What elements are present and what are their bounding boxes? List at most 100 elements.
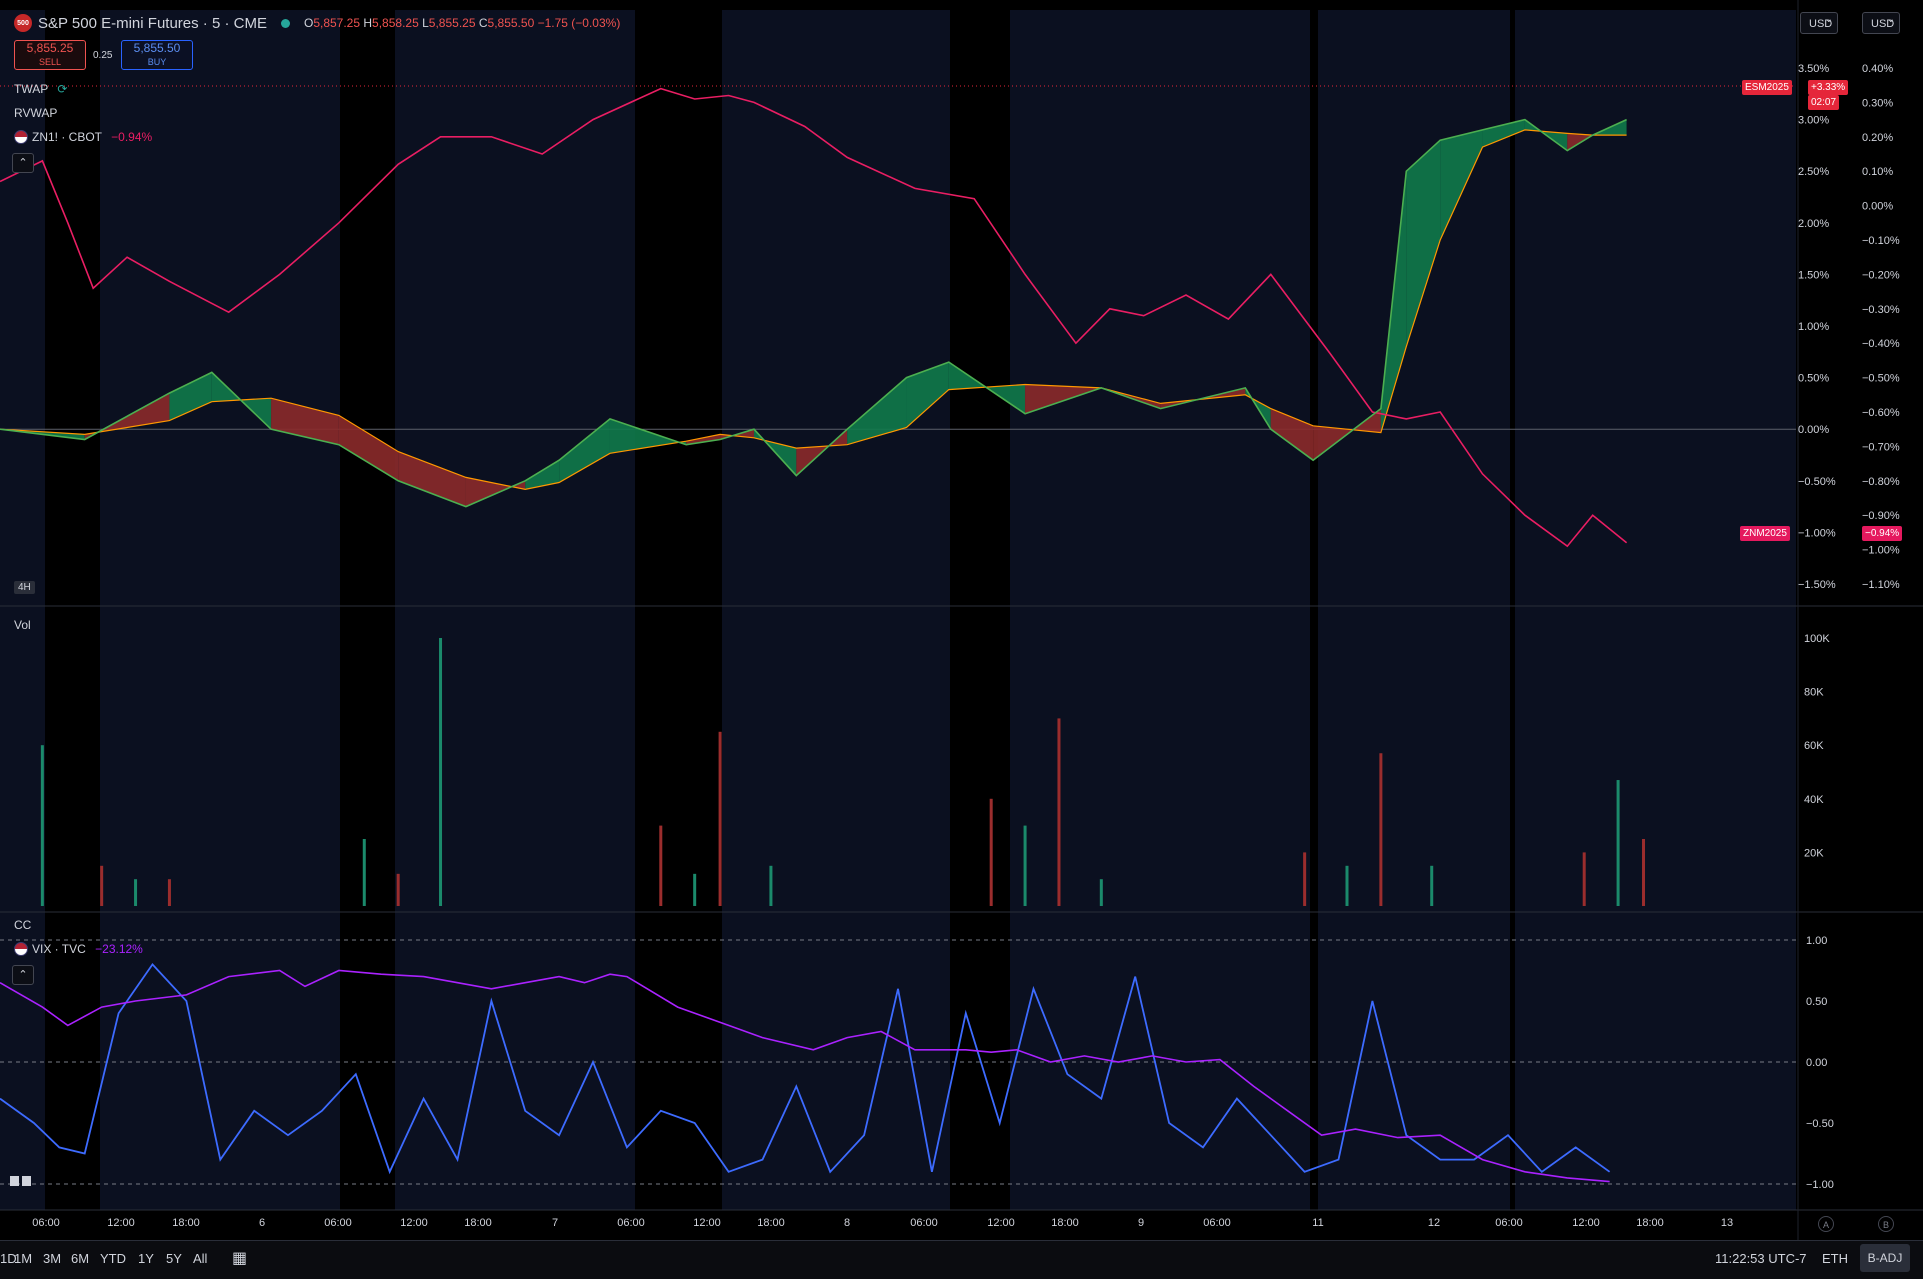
auto-scale-button[interactable]: A	[1818, 1216, 1834, 1232]
volume-bar-16	[1346, 866, 1349, 906]
y-right-tick-15: −1.10%	[1862, 579, 1900, 591]
x-tick-5: 12:00	[400, 1217, 428, 1229]
back-adjust-toggle[interactable]: B-ADJ	[1860, 1244, 1910, 1272]
vol-tick-0: 100K	[1804, 633, 1830, 645]
y-right-tick-0: 0.40%	[1862, 63, 1893, 75]
y-left-tick-4: 1.50%	[1798, 269, 1829, 281]
y-right-tick-9: −0.50%	[1862, 373, 1900, 385]
session-shade-6	[1515, 10, 1796, 1210]
volume-bar-18	[1430, 866, 1433, 906]
range-all[interactable]: All	[193, 1251, 207, 1266]
x-tick-16: 06:00	[1203, 1217, 1231, 1229]
y-left-tick-8: −0.50%	[1798, 476, 1836, 488]
timeframe-badge[interactable]: 4H	[14, 581, 35, 594]
x-tick-22: 13	[1721, 1217, 1733, 1229]
symbol-title[interactable]: S&P 500 E-mini Futures · 5 · CME	[38, 15, 267, 32]
range-1m[interactable]: 1M	[14, 1251, 32, 1266]
range-1y[interactable]: 1Y	[138, 1251, 154, 1266]
vix-compare-legend[interactable]: VIX · TVC −23.12%	[14, 942, 143, 956]
session-shade-1	[100, 10, 340, 1210]
chart-header: 500 S&P 500 E-mini Futures · 5 · CME O5,…	[14, 12, 620, 34]
x-tick-4: 06:00	[324, 1217, 352, 1229]
y-right-tick-14: −1.00%	[1862, 545, 1900, 557]
es-logo-icon: 500	[14, 14, 32, 32]
zn-compare-legend[interactable]: ZN1! · CBOT −0.94%	[14, 130, 152, 144]
cc-tick-0: 1.00	[1806, 935, 1827, 947]
x-tick-17: 11	[1312, 1217, 1323, 1229]
collapse-legend-button[interactable]: ⌃	[12, 153, 34, 173]
cc-tick-1: 0.50	[1806, 996, 1827, 1008]
volume-bar-1	[100, 866, 103, 906]
cc-legend[interactable]: CC	[14, 918, 31, 932]
cc-tick-2: 0.00	[1806, 1057, 1827, 1069]
date-range-calendar-icon[interactable]: ▦	[232, 1248, 247, 1268]
volume-bar-20	[1617, 780, 1620, 906]
session-toggle[interactable]: ETH	[1822, 1251, 1848, 1266]
bottom-toolbar: 1D 1M 3M 6M YTD 1Y 5Y All ▦ 11:22:53 UTC…	[0, 1240, 1923, 1279]
y-right-tick-13: −0.90%	[1862, 510, 1900, 522]
x-tick-0: 06:00	[32, 1217, 60, 1229]
y-right-tick-8: −0.40%	[1862, 338, 1900, 350]
volume-bar-13	[1057, 718, 1060, 906]
y-right-tick-12: −0.80%	[1862, 476, 1900, 488]
esm-symbol-badge: ESM2025	[1742, 80, 1792, 95]
spread-value: 0.25	[93, 50, 112, 61]
y-left-tick-1: 3.00%	[1798, 115, 1829, 127]
y-left-tick-0: 3.50%	[1798, 63, 1829, 75]
twap-indicator[interactable]: TWAP ⟳	[14, 82, 67, 96]
esm-pct-badge: +3.33%	[1808, 80, 1848, 95]
cc-tick-3: −0.50	[1806, 1118, 1834, 1130]
tv-logo-block	[10, 1176, 19, 1186]
session-shade-2	[395, 10, 635, 1210]
ohlc-values: O5,857.25 H5,858.25 L5,855.25 C5,855.50 …	[304, 16, 620, 30]
collapse-cc-legend-button[interactable]: ⌃	[12, 965, 34, 985]
vol-tick-4: 20K	[1804, 847, 1824, 859]
y-right-tick-4: 0.00%	[1862, 201, 1893, 213]
x-tick-11: 8	[844, 1217, 850, 1229]
range-5y[interactable]: 5Y	[166, 1251, 182, 1266]
range-6m[interactable]: 6M	[71, 1251, 89, 1266]
volume-bar-2	[134, 879, 137, 906]
y-right-tick-10: −0.60%	[1862, 407, 1900, 419]
range-3m[interactable]: 3M	[43, 1251, 61, 1266]
range-ytd[interactable]: YTD	[100, 1251, 126, 1266]
currency-select-right[interactable]: USD	[1862, 12, 1900, 34]
volume-bar-9	[719, 732, 722, 906]
y-left-tick-10: −1.50%	[1798, 579, 1836, 591]
x-tick-1: 12:00	[107, 1217, 135, 1229]
y-left-tick-9: −1.00%	[1798, 527, 1836, 539]
volume-bar-6	[439, 638, 442, 906]
y-left-tick-2: 2.50%	[1798, 166, 1829, 178]
volume-bar-15	[1303, 852, 1306, 906]
session-shade-0	[0, 10, 45, 1210]
y-left-tick-7: 0.00%	[1798, 424, 1829, 436]
volume-bar-7	[659, 826, 662, 906]
volume-bar-19	[1583, 852, 1586, 906]
volume-bar-12	[1024, 826, 1027, 906]
volume-bar-8	[693, 874, 696, 906]
volume-bar-4	[363, 839, 366, 906]
rvwap-indicator[interactable]: RVWAP	[14, 106, 57, 120]
volume-bar-14	[1100, 879, 1103, 906]
clock-time[interactable]: 11:22:53 UTC-7	[1715, 1251, 1807, 1266]
x-tick-15: 9	[1138, 1217, 1144, 1229]
y-left-tick-6: 0.50%	[1798, 373, 1829, 385]
volume-legend[interactable]: Vol	[14, 618, 31, 632]
y-right-tick-1: 0.30%	[1862, 97, 1893, 109]
loading-icon: ⟳	[57, 82, 67, 96]
x-tick-9: 12:00	[693, 1217, 721, 1229]
b-scale-button[interactable]: B	[1878, 1216, 1894, 1232]
currency-select-left[interactable]: USD	[1800, 12, 1838, 34]
znm-symbol-badge: ZNM2025	[1740, 526, 1790, 541]
esm-timer-badge: 02:07	[1808, 95, 1839, 110]
y-left-tick-5: 1.00%	[1798, 321, 1829, 333]
y-left-tick-3: 2.00%	[1798, 218, 1829, 230]
tv-logo-block-2	[22, 1176, 31, 1186]
x-tick-8: 06:00	[617, 1217, 645, 1229]
x-tick-2: 18:00	[172, 1217, 200, 1229]
y-right-tick-5: −0.10%	[1862, 235, 1900, 247]
